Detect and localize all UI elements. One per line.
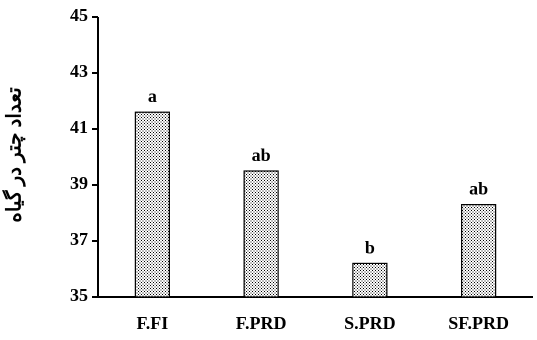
category-label: SF.PRD — [448, 313, 509, 333]
y-axis-title: تعداد چتر در گیاه — [2, 87, 27, 223]
y-tick-label: 45 — [70, 5, 88, 25]
y-tick-label: 35 — [70, 285, 88, 305]
plot-area: 35 37 39 41 43 45 a F.FI ab F.PRD b S.PRD ab SF.PRD — [70, 5, 533, 333]
bar-sf-prd — [461, 204, 497, 298]
data-label: ab — [469, 179, 488, 199]
data-label: b — [365, 237, 375, 257]
bar-f-fi — [134, 111, 170, 298]
y-tick-label: 39 — [70, 173, 88, 193]
data-label: a — [148, 86, 157, 106]
bar-f-prd — [243, 170, 279, 298]
y-tick-label: 37 — [70, 229, 88, 249]
category-label: F.FI — [136, 313, 168, 333]
category-label: F.PRD — [236, 313, 287, 333]
data-label: ab — [252, 145, 271, 165]
y-tick-label: 41 — [70, 117, 88, 137]
bar-s-prd — [352, 262, 388, 298]
category-label: S.PRD — [344, 313, 396, 333]
y-tick-label: 43 — [70, 61, 88, 81]
